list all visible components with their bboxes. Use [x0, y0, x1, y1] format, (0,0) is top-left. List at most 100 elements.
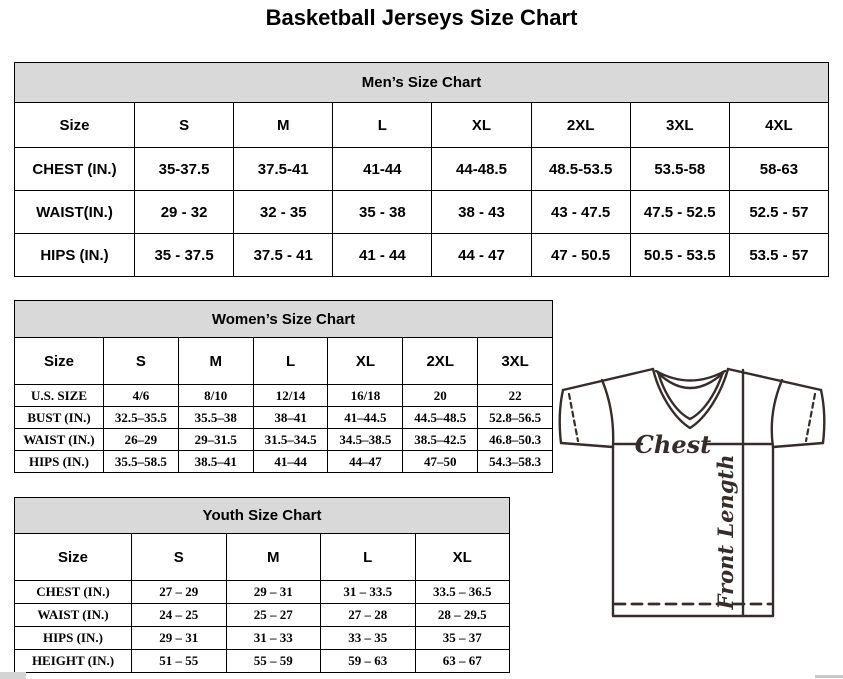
- womens-waist-value: 46.8–50.3: [477, 428, 553, 451]
- mens-waist-value: 35 - 38: [332, 190, 433, 234]
- mens-chest-value: 37.5-41: [233, 147, 334, 191]
- youth-hips-value: 33 – 35: [320, 626, 416, 650]
- womens-bust-value: 35.5–38: [177, 406, 254, 429]
- youth-height-value: 63 – 67: [414, 649, 510, 673]
- womens-table-title: Women’s Size Chart: [14, 300, 553, 338]
- womens-waist-value: 31.5–34.5: [252, 428, 329, 451]
- mens-hips-value: 44 - 47: [431, 233, 532, 277]
- womens-ussize-value: 22: [477, 384, 553, 407]
- page-title: Basketball Jerseys Size Chart: [265, 5, 578, 30]
- youth-hips-row-label: HIPS (IN.): [14, 626, 132, 650]
- womens-ussize-value: 4/6: [103, 384, 179, 407]
- womens-waist-value: 26–29: [103, 428, 179, 451]
- womens-size-column-header: S: [103, 337, 179, 385]
- womens-bust-value: 38–41: [252, 406, 329, 429]
- mens-size-column-header: 4XL: [728, 102, 830, 148]
- mens-size-table: Men’s Size Chart Size S M L XL 2XL 3XL 4…: [14, 62, 830, 277]
- mens-size-corner-label: Size: [14, 102, 135, 148]
- youth-size-column-header: XL: [414, 533, 510, 581]
- womens-waist-row-label: WAIST (IN.): [14, 428, 104, 451]
- mens-waist-value: 32 - 35: [233, 190, 334, 234]
- mens-hips-value: 41 - 44: [332, 233, 433, 277]
- womens-hips-value: 47–50: [402, 450, 479, 473]
- mens-hips-value: 37.5 - 41: [233, 233, 334, 277]
- womens-hips-value: 35.5–58.5: [103, 450, 179, 473]
- mens-chest-value: 41-44: [332, 147, 433, 191]
- youth-hips-value: 35 – 37: [414, 626, 510, 650]
- womens-ussize-value: 8/10: [177, 384, 254, 407]
- womens-hips-row-label: HIPS (IN.): [14, 450, 104, 473]
- womens-hips-value: 41–44: [252, 450, 329, 473]
- mens-size-column-header: M: [233, 102, 334, 148]
- youth-height-value: 59 – 63: [320, 649, 416, 673]
- scrollbar-fragment-left[interactable]: [0, 672, 26, 679]
- youth-table-title: Youth Size Chart: [14, 497, 510, 534]
- mens-chest-value: 48.5-53.5: [530, 147, 631, 191]
- womens-ussize-value: 16/18: [327, 384, 404, 407]
- mens-hips-value: 53.5 - 57: [728, 233, 830, 277]
- womens-bust-value: 52.8–56.5: [477, 406, 553, 429]
- mens-size-column-header: 3XL: [629, 102, 730, 148]
- womens-ussize-value: 12/14: [252, 384, 329, 407]
- womens-waist-value: 34.5–38.5: [327, 428, 404, 451]
- youth-chest-value: 27 – 29: [131, 580, 227, 604]
- mens-hips-value: 50.5 - 53.5: [629, 233, 730, 277]
- mens-size-column-header: XL: [431, 102, 532, 148]
- scrollbar-fragment-right[interactable]: [815, 675, 843, 678]
- mens-hips-row-label: HIPS (IN.): [14, 233, 135, 277]
- youth-size-corner-label: Size: [14, 533, 132, 581]
- youth-size-column-header: S: [131, 533, 227, 581]
- mens-size-column-header: S: [133, 102, 235, 148]
- jersey-outline-icon: [558, 367, 826, 618]
- womens-hips-value: 38.5–41: [177, 450, 254, 473]
- mens-waist-value: 47.5 - 52.5: [629, 190, 730, 234]
- youth-size-column-header: L: [320, 533, 416, 581]
- womens-ussize-row-label: U.S. SIZE: [14, 384, 104, 407]
- mens-waist-value: 43 - 47.5: [530, 190, 631, 234]
- womens-ussize-value: 20: [402, 384, 479, 407]
- jersey-measurement-diagram: Chest Front Length: [558, 367, 826, 618]
- front-length-measurement-label: Front Length: [713, 455, 738, 611]
- youth-waist-value: 27 – 28: [320, 603, 416, 627]
- youth-height-value: 55 – 59: [225, 649, 321, 673]
- youth-size-column-header: M: [225, 533, 321, 581]
- mens-table-title: Men’s Size Chart: [14, 62, 829, 103]
- mens-chest-value: 44-48.5: [431, 147, 532, 191]
- youth-height-value: 51 – 55: [131, 649, 227, 673]
- youth-waist-value: 24 – 25: [131, 603, 227, 627]
- mens-hips-value: 35 - 37.5: [133, 233, 235, 277]
- mens-chest-row-label: CHEST (IN.): [14, 147, 135, 191]
- youth-chest-value: 29 – 31: [225, 580, 321, 604]
- mens-size-column-header: L: [332, 102, 433, 148]
- womens-size-table: Women’s Size Chart Size S M L XL 2XL 3XL…: [14, 300, 553, 473]
- youth-waist-row-label: WAIST (IN.): [14, 603, 132, 627]
- womens-bust-row-label: BUST (IN.): [14, 406, 104, 429]
- womens-size-column-header: 2XL: [402, 337, 479, 385]
- womens-hips-value: 44–47: [327, 450, 404, 473]
- chest-measurement-label: Chest: [635, 430, 711, 459]
- womens-bust-value: 44.5–48.5: [402, 406, 479, 429]
- youth-waist-value: 28 – 29.5: [414, 603, 510, 627]
- mens-hips-value: 47 - 50.5: [530, 233, 631, 277]
- mens-waist-value: 29 - 32: [133, 190, 235, 234]
- womens-bust-value: 32.5–35.5: [103, 406, 179, 429]
- youth-size-table: Youth Size Chart Size S M L XL CHEST (IN…: [14, 497, 510, 673]
- youth-hips-value: 29 – 31: [131, 626, 227, 650]
- womens-size-column-header: M: [177, 337, 254, 385]
- mens-chest-value: 58-63: [728, 147, 830, 191]
- youth-chest-row-label: CHEST (IN.): [14, 580, 132, 604]
- womens-bust-value: 41–44.5: [327, 406, 404, 429]
- womens-size-column-header: 3XL: [477, 337, 553, 385]
- youth-chest-value: 33.5 – 36.5: [414, 580, 510, 604]
- mens-size-column-header: 2XL: [530, 102, 631, 148]
- youth-height-row-label: HEIGHT (IN.): [14, 649, 132, 673]
- mens-chest-value: 35-37.5: [133, 147, 235, 191]
- womens-size-corner-label: Size: [14, 337, 104, 385]
- mens-waist-value: 52.5 - 57: [728, 190, 830, 234]
- mens-waist-value: 38 - 43: [431, 190, 532, 234]
- mens-chest-value: 53.5-58: [629, 147, 730, 191]
- youth-chest-value: 31 – 33.5: [320, 580, 416, 604]
- womens-waist-value: 29–31.5: [177, 428, 254, 451]
- womens-size-column-header: L: [252, 337, 329, 385]
- womens-size-column-header: XL: [327, 337, 404, 385]
